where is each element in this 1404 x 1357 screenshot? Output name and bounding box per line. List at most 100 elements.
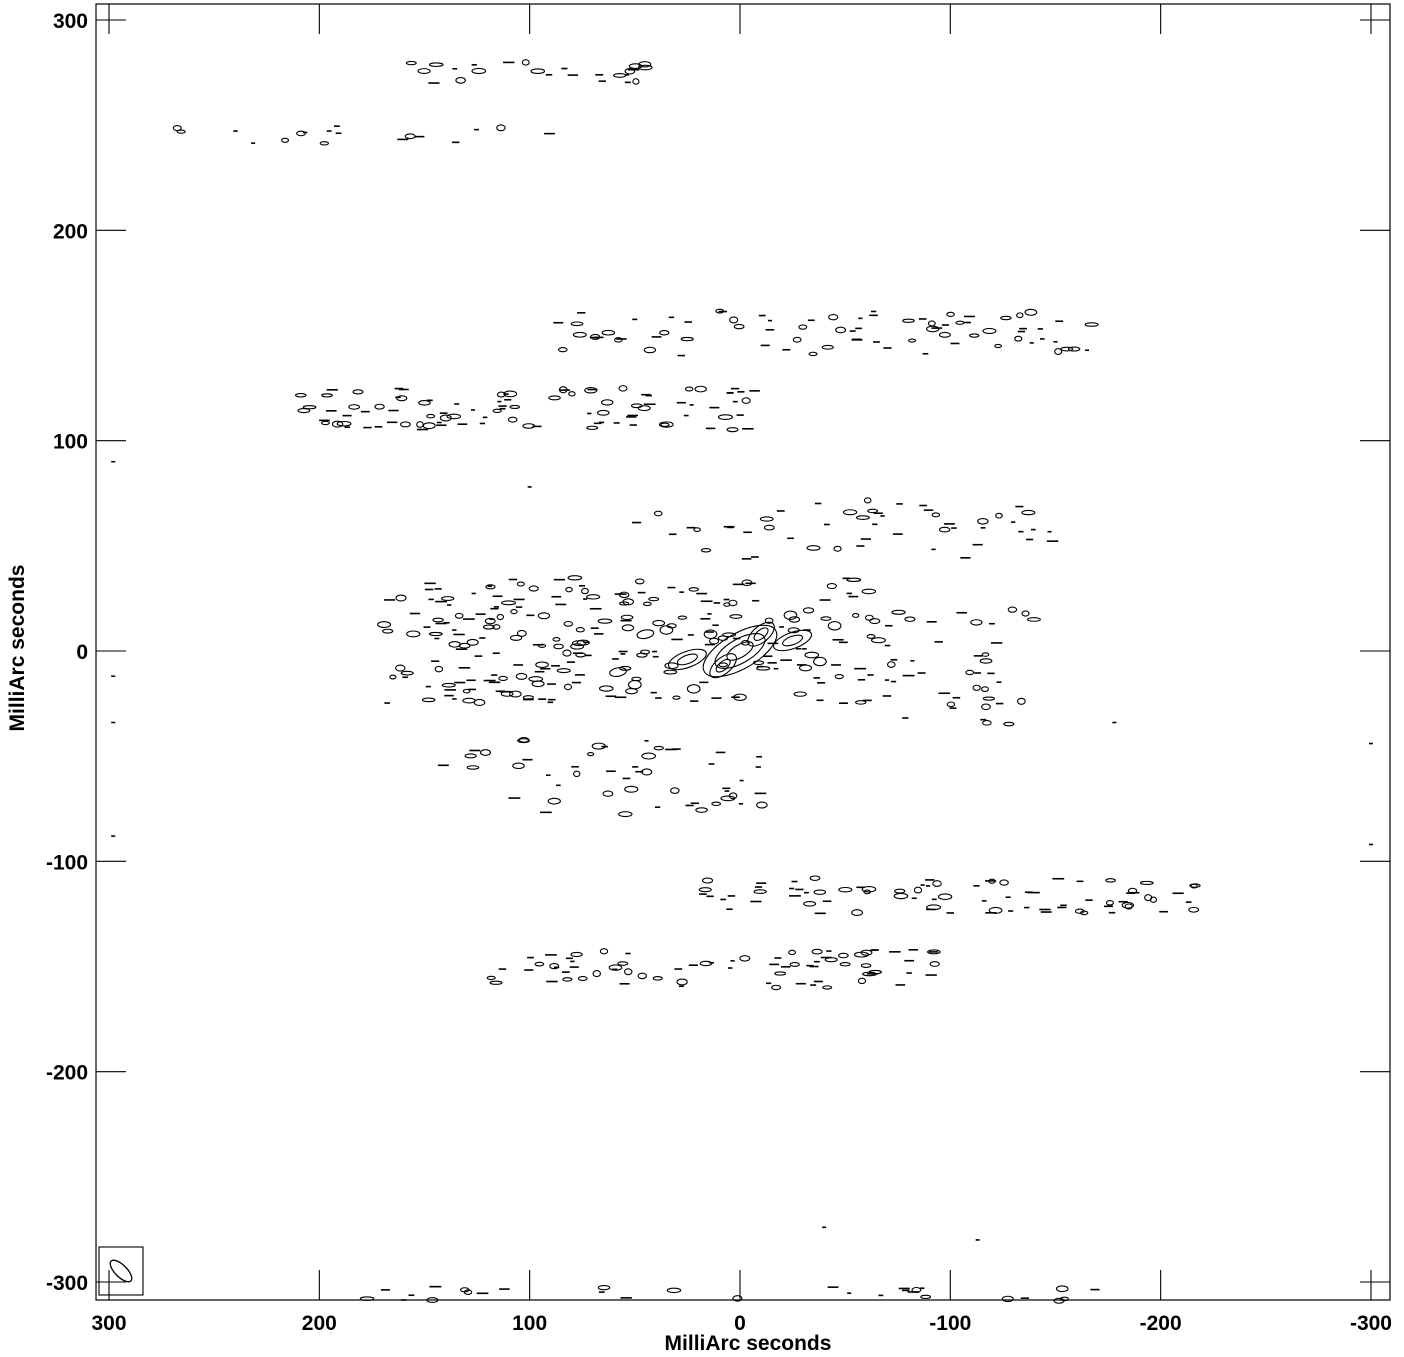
- contour-blob-713: [637, 64, 653, 71]
- contour-blob-72: [537, 612, 551, 620]
- contour-blob-456: [426, 413, 436, 419]
- contour-blob-729: [530, 68, 546, 75]
- contour-blob-648: [771, 984, 782, 991]
- core-contour-3-0: [676, 653, 698, 666]
- contour-blob-233: [382, 628, 394, 634]
- contour-blob-549: [568, 391, 576, 397]
- contour-blob-103: [556, 668, 571, 674]
- contour-blob-539: [596, 409, 610, 416]
- contour-blob-490: [320, 420, 330, 426]
- contour-blob-143: [598, 685, 614, 692]
- contour-blob-320: [759, 516, 774, 522]
- contour-blob-744: [319, 141, 330, 146]
- contour-blob-412: [938, 331, 951, 338]
- contour-blob-17: [852, 613, 860, 618]
- contour-blob-109: [509, 634, 523, 641]
- contour-blob-164: [458, 642, 471, 649]
- contour-blob-186: [804, 651, 820, 659]
- contour-blob-216: [982, 696, 996, 701]
- contour-blob-706: [471, 67, 487, 75]
- contour-blob-7: [510, 609, 518, 615]
- contour-blob-538: [374, 403, 385, 410]
- contour-blob-161: [666, 623, 677, 629]
- contour-blob-317: [1021, 509, 1036, 516]
- contour-blob-462: [600, 399, 614, 406]
- contour-blob-774: [426, 1297, 439, 1303]
- contour-blob-331: [653, 745, 664, 751]
- contour-blob-136: [764, 617, 774, 624]
- x-tick-label-2: 100: [512, 1312, 547, 1335]
- contour-blob-114: [648, 596, 660, 602]
- contour-blob-603: [838, 886, 853, 893]
- contour-blob-403: [1067, 346, 1081, 352]
- contour-blob-541: [741, 397, 751, 404]
- contour-blob-115: [787, 627, 800, 634]
- contour-blob-15: [752, 660, 765, 666]
- contour-blob-428: [821, 344, 834, 350]
- contour-blob-659: [534, 961, 545, 967]
- contour-blob-234: [552, 637, 561, 642]
- axis-ticks: [96, 4, 1390, 1300]
- contour-blob-300: [842, 509, 858, 516]
- contour-blob-395: [572, 331, 587, 338]
- contour-blob-443: [828, 313, 839, 321]
- contour-blob-76: [496, 613, 505, 621]
- contour-blob-113: [846, 577, 862, 582]
- contour-blob-430: [614, 337, 623, 343]
- contour-blob-422: [1084, 322, 1099, 327]
- beam-indicator: [98, 1246, 144, 1296]
- contour-blob-360: [517, 738, 530, 744]
- contour-blob-553: [1188, 906, 1200, 913]
- contour-blob-218: [972, 684, 981, 691]
- contour-blob-21: [466, 638, 479, 646]
- contour-blob-721: [613, 72, 627, 78]
- contour-blob-587: [698, 887, 712, 893]
- contour-blob-526: [509, 404, 520, 410]
- contour-blob-265: [565, 586, 573, 593]
- contour-blob-755: [666, 1287, 682, 1294]
- contour-blob-324: [977, 518, 989, 525]
- contour-lines: [111, 59, 1373, 1304]
- contour-blob-349: [464, 753, 477, 759]
- contour-blob-56: [421, 697, 436, 703]
- contour-blob-618: [926, 904, 942, 911]
- contour-blob-450: [715, 308, 725, 314]
- contour-blob-139: [741, 639, 750, 646]
- contour-blob-650: [824, 957, 838, 963]
- y-axis-title: MilliArc seconds: [6, 565, 29, 732]
- contour-blob-760: [597, 1284, 611, 1291]
- contour-blob-394: [643, 346, 657, 354]
- contour-blob-692: [599, 948, 609, 955]
- contour-blob-565: [1124, 903, 1133, 910]
- contour-blob-328: [931, 512, 941, 518]
- contour-blob-371: [618, 811, 633, 818]
- y-tick-label-4: -100: [46, 851, 88, 874]
- core-contour-3-1: [667, 648, 707, 671]
- contour-blob-246: [395, 664, 406, 672]
- contour-blob-415: [969, 333, 980, 338]
- contour-blob-674: [853, 951, 869, 958]
- contour-blob-364: [695, 807, 708, 813]
- contour-blob-128: [664, 662, 679, 670]
- contour-blob-454: [927, 320, 936, 327]
- contour-blob-55: [619, 665, 632, 671]
- contour-blob-44: [820, 616, 832, 621]
- contour-blob-70: [718, 662, 728, 668]
- contour-blob-366: [756, 801, 768, 809]
- contour-blob-429: [908, 338, 917, 343]
- contour-blob-629: [1105, 899, 1114, 906]
- contour-blob-534: [400, 421, 411, 428]
- contour-blob-141: [522, 695, 534, 700]
- contour-blob-571: [1139, 880, 1154, 886]
- contour-blob-620: [701, 877, 714, 884]
- contour-blob-205: [1003, 721, 1015, 727]
- contour-blob-567: [851, 909, 864, 917]
- x-tick-label-4: -100: [929, 1312, 971, 1335]
- contour-blob-765: [1059, 1296, 1069, 1302]
- contour-blob-230: [537, 643, 547, 648]
- contour-blob-294: [833, 545, 842, 552]
- contour-blob-483: [637, 405, 651, 412]
- contour-blob-13: [562, 649, 572, 657]
- contour-blob-775: [732, 1295, 743, 1302]
- contour-blob-89: [597, 618, 613, 624]
